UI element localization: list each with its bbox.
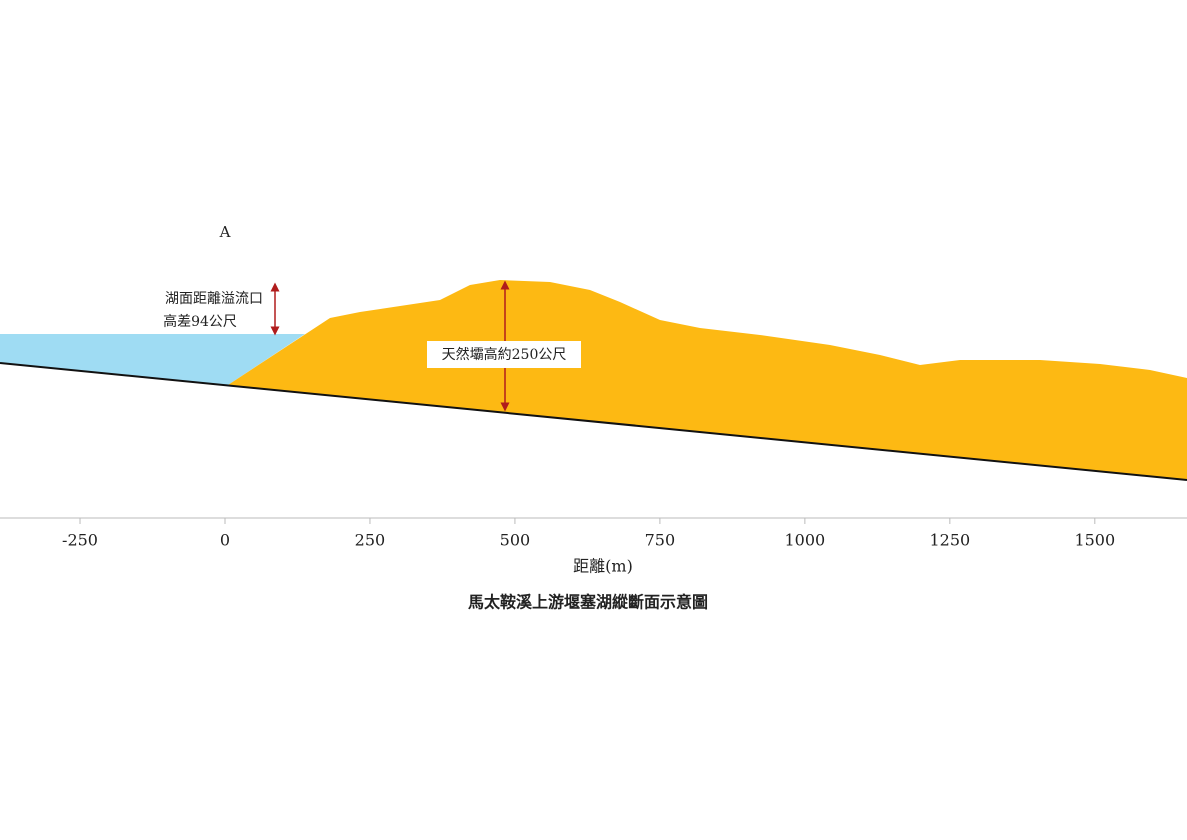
point-label: A (219, 223, 231, 241)
x-tick-label: 500 (500, 531, 531, 550)
lake-note: 湖面距離溢流口 (165, 290, 263, 307)
x-tick-label: 250 (355, 531, 386, 550)
x-tick-label: 1000 (785, 531, 826, 550)
x-tick-label: 750 (645, 531, 676, 550)
riverbed (0, 362, 1187, 481)
x-tick-label: 1250 (929, 531, 970, 550)
x-tick-label: 0 (220, 531, 230, 550)
lake-note: 高差94公尺 (163, 313, 237, 330)
x-axis-label: 距離(m) (573, 557, 633, 576)
dam (228, 280, 1187, 480)
lake (0, 334, 305, 385)
x-tick-label: 1500 (1074, 531, 1115, 550)
dam-note-box (427, 341, 581, 368)
dam-note: 天然壩高約250公尺 (442, 346, 567, 363)
x-tick-label: -250 (62, 531, 98, 550)
title: 馬太鞍溪上游堰塞湖縱斷面示意圖 (468, 593, 708, 612)
